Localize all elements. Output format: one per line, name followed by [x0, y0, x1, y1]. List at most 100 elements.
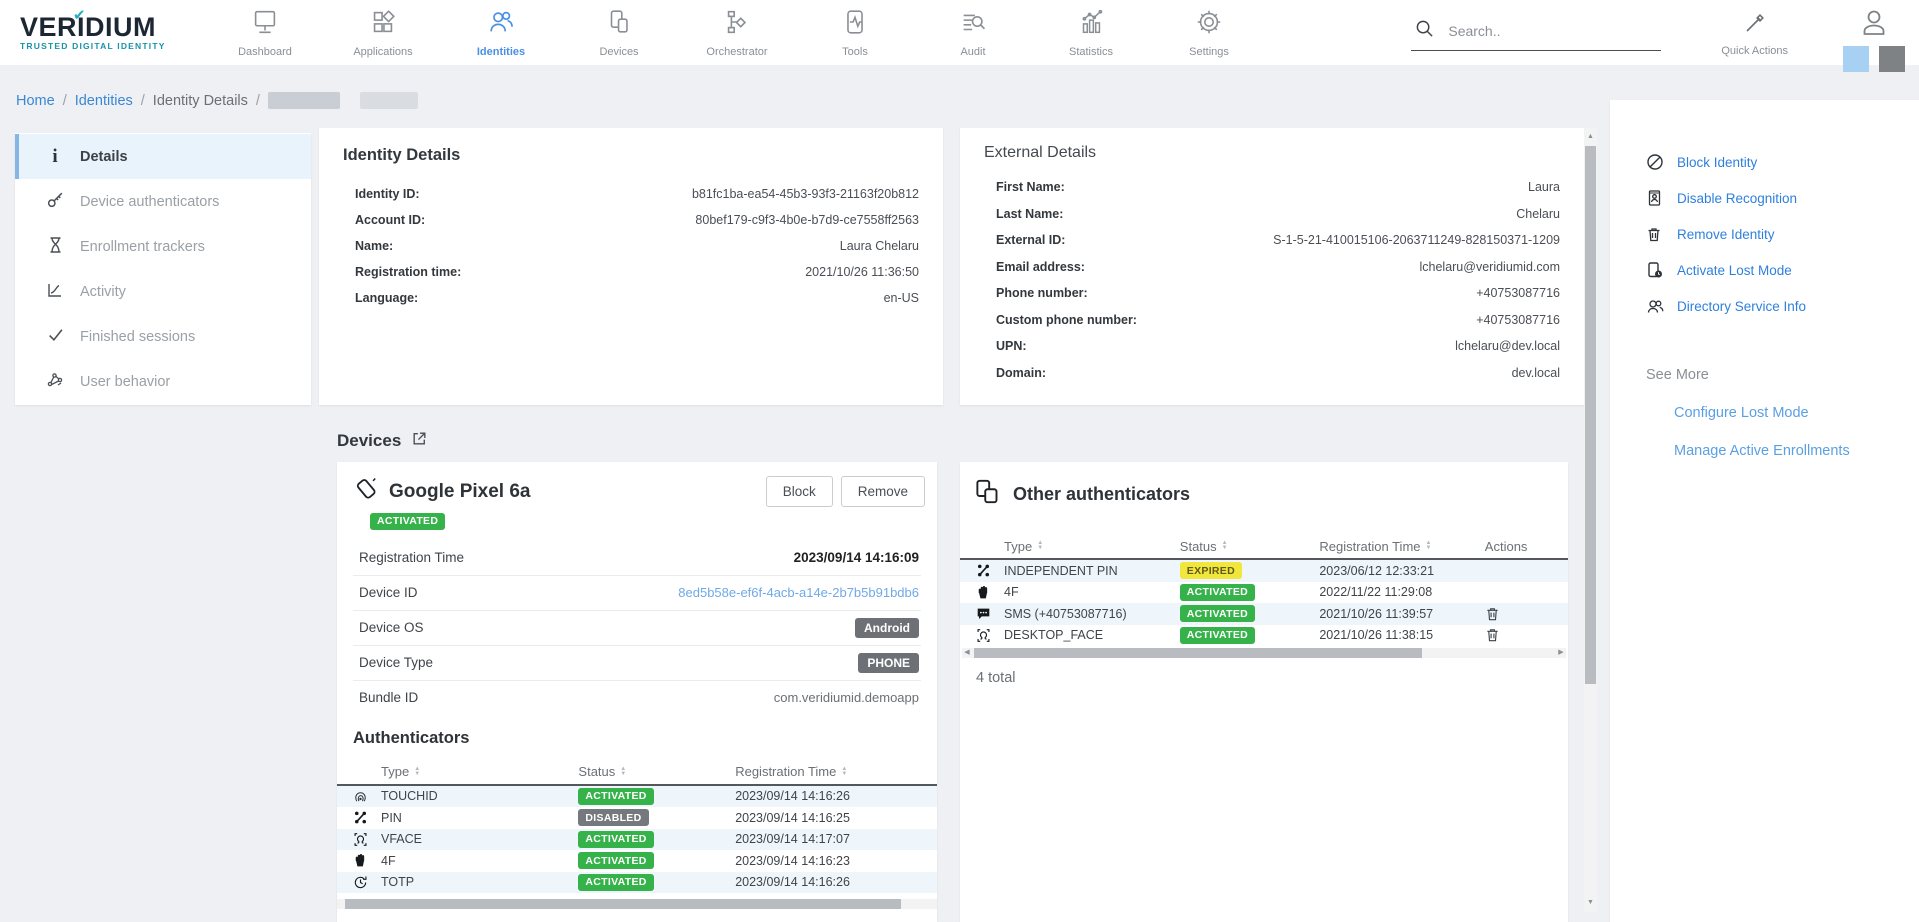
nav-item-statistics[interactable]: Statistics: [1054, 7, 1128, 58]
directory-service-info-action[interactable]: Directory Service Info: [1646, 288, 1919, 324]
dashboard-icon: [250, 7, 280, 42]
identity-details-card: Identity Details Identity ID: b81fc1ba-e…: [319, 128, 943, 405]
table-row: INDEPENDENT PIN EXPIRED 2023/06/12 12:33…: [960, 560, 1568, 582]
logo-tagline: TRUSTED DIGITAL IDENTITY: [20, 41, 166, 51]
devices-icon: [604, 7, 634, 42]
hand-icon: [353, 853, 381, 868]
status-badge: ACTIVATED: [578, 873, 654, 891]
nav-item-tools[interactable]: Tools: [818, 7, 892, 58]
external-details-card: External Details First Name: Laura Last …: [960, 128, 1584, 405]
tab-details[interactable]: i Details: [15, 134, 311, 179]
configure-lost-mode-link[interactable]: Configure Lost Mode: [1674, 405, 1809, 421]
sort-status-header[interactable]: Status: [578, 764, 735, 779]
search-input[interactable]: [1448, 22, 1619, 39]
sort-icon: [1426, 541, 1432, 551]
identity-details-title: Identity Details: [343, 146, 461, 164]
block-device-button[interactable]: Block: [765, 476, 833, 507]
identity-tabs-sidebar: i Details Device authenticators Enrollme…: [15, 133, 311, 405]
device-info-rows: Registration Time 2023/09/14 14:16:09 De…: [337, 540, 937, 715]
delete-authenticator-button[interactable]: [1485, 627, 1500, 643]
breadcrumb: Home / Identities / Identity Details /: [16, 92, 418, 109]
device-status-badge: ACTIVATED: [370, 512, 446, 530]
table-row: DESKTOP_FACE ACTIVATED 2021/10/26 11:38:…: [960, 625, 1568, 647]
scrollbar-thumb[interactable]: [345, 899, 901, 909]
activate-lost-mode-action[interactable]: Activate Lost Mode: [1646, 252, 1919, 288]
detail-row: Registration time: 2021/10/26 11:36:50: [355, 265, 919, 279]
nav-item-devices[interactable]: Devices: [582, 7, 656, 58]
main-nav: Dashboard Applications Identities Device…: [228, 7, 1246, 58]
sort-time-header[interactable]: Registration Time: [735, 764, 921, 779]
delete-authenticator-button[interactable]: [1485, 606, 1500, 622]
sort-status-header[interactable]: Status: [1180, 539, 1320, 554]
user-account-area[interactable]: [1843, 7, 1905, 72]
scroll-down-arrow[interactable]: ▼: [1587, 899, 1594, 906]
breadcrumb-home-link[interactable]: Home: [16, 92, 55, 109]
detail-row: Language: en-US: [355, 291, 919, 305]
tab-finished-sessions[interactable]: Finished sessions: [15, 314, 311, 359]
see-more-label: See More: [1646, 367, 1709, 383]
detail-row: External ID: S-1-5-21-410015106-20637112…: [996, 233, 1560, 248]
tab-device-authenticators[interactable]: Device authenticators: [15, 179, 311, 224]
table-header: Type Status Registration Time: [337, 760, 937, 786]
nav-item-settings[interactable]: Settings: [1172, 7, 1246, 58]
nav-item-applications[interactable]: Applications: [346, 7, 420, 58]
tab-activity[interactable]: Activity: [15, 269, 311, 314]
logo-check-icon: ✔: [73, 7, 87, 24]
table-row: TOTP ACTIVATED 2023/09/14 14:16:26: [337, 871, 937, 893]
tab-user-behavior[interactable]: User behavior: [15, 359, 311, 404]
scroll-left-arrow[interactable]: ◀: [964, 649, 970, 656]
sort-time-header[interactable]: Registration Time: [1319, 539, 1484, 554]
scroll-up-arrow[interactable]: ▲: [1587, 133, 1594, 140]
check-icon: [45, 326, 65, 347]
scrollbar-thumb[interactable]: [974, 648, 1422, 658]
devices-section-title: Devices: [337, 431, 402, 450]
nav-item-identities[interactable]: Identities: [464, 7, 538, 58]
veridium-logo: VER ✔ IDIUM TRUSTED DIGITAL IDENTITY: [0, 7, 200, 51]
detail-row: Phone number: +40753087716: [996, 286, 1560, 301]
audit-icon: [958, 7, 988, 42]
disable-recognition-action[interactable]: Disable Recognition: [1646, 180, 1919, 216]
device-info-row: Device Type PHONE: [353, 644, 921, 680]
id-card-icon: [1646, 189, 1664, 207]
horizontal-scrollbar: [337, 899, 937, 909]
detail-row: UPN: lchelaru@dev.local: [996, 339, 1560, 354]
open-devices-icon[interactable]: [411, 430, 428, 452]
detail-row: Account ID: 80bef179-c9f3-4b0e-b7d9-ce75…: [355, 213, 919, 227]
trash-icon: [1646, 226, 1664, 243]
identity-details-rows: Identity ID: b81fc1ba-ea54-45b3-93f3-211…: [343, 181, 919, 311]
status-badge: ACTIVATED: [578, 787, 654, 805]
sort-type-header[interactable]: Type: [1004, 539, 1180, 554]
horizontal-scrollbar: ◀ ▶: [962, 648, 1566, 658]
device-info-row: Bundle ID com.veridiumid.demoapp: [353, 679, 921, 715]
device-info-row: Device ID 8ed5b58e-ef6f-4acb-a14e-2b7b5b…: [353, 574, 921, 610]
identities-icon: [486, 7, 516, 42]
table-row: SMS (+40753087716) ACTIVATED 2021/10/26 …: [960, 603, 1568, 625]
manage-active-enrollments-link[interactable]: Manage Active Enrollments: [1674, 443, 1850, 459]
applications-icon: [368, 7, 398, 42]
devices-section-header: Devices: [337, 430, 428, 452]
authenticators-table: Type Status Registration Time TOUCHID AC…: [337, 760, 937, 893]
hand-icon: [976, 585, 1004, 600]
sms-icon: [976, 606, 1004, 621]
detail-row: Identity ID: b81fc1ba-ea54-45b3-93f3-211…: [355, 187, 919, 201]
redacted-user-block: [1843, 46, 1869, 72]
sort-type-header[interactable]: Type: [381, 764, 578, 779]
hourglass-icon: [45, 236, 65, 258]
detail-row: Domain: dev.local: [996, 365, 1560, 380]
tab-enrollment-trackers[interactable]: Enrollment trackers: [15, 224, 311, 269]
remove-identity-action[interactable]: Remove Identity: [1646, 216, 1919, 252]
remove-device-button[interactable]: Remove: [840, 476, 925, 507]
detail-row: Name: Laura Chelaru: [355, 239, 919, 253]
orchestrator-icon: [722, 7, 752, 42]
scrollbar-thumb[interactable]: [1585, 146, 1596, 684]
nav-item-orchestrator[interactable]: Orchestrator: [700, 7, 774, 58]
phone-device-icon: [353, 476, 379, 507]
authenticators-title: Authenticators: [353, 728, 470, 747]
nav-item-audit[interactable]: Audit: [936, 7, 1010, 58]
scroll-right-arrow[interactable]: ▶: [1558, 649, 1564, 656]
block-identity-action[interactable]: Block Identity: [1646, 144, 1919, 180]
nav-item-dashboard[interactable]: Dashboard: [228, 7, 302, 58]
pin-icon: [353, 810, 381, 825]
quick-actions-button[interactable]: Quick Actions: [1721, 9, 1788, 57]
breadcrumb-identities-link[interactable]: Identities: [74, 92, 133, 109]
